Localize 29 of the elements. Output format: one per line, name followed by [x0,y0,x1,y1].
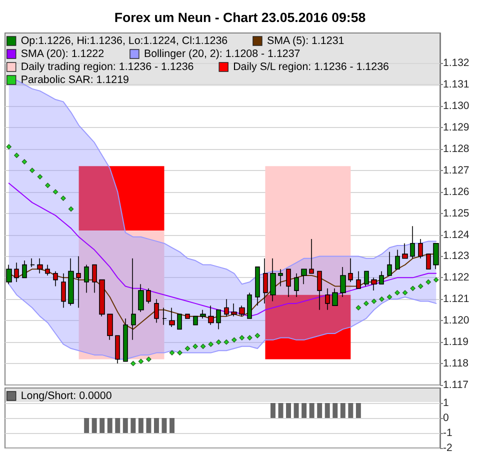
y-tick-label: 1.128 [443,142,470,155]
legend-label: Bollinger (20, 2): 1.1208 - 1.1237 [144,48,300,60]
y-tick-label: 1.122 [443,272,470,284]
legend-label: Daily S/L region: 1.1236 - 1.1236 [233,61,390,73]
chart-title: Forex um Neun - Chart 23.05.2016 09:58 [114,10,366,25]
y-tick-label: 1.130 [443,100,470,112]
y-tick-label: 1.121 [443,293,470,306]
y-tick-label: 1.131 [443,78,470,91]
y-tick-label: 1.132 [443,57,470,70]
y-tick-label: 1.117 [443,379,469,391]
y-tick-label: 1.124 [443,228,470,241]
y-tick-label: 1 [443,397,449,409]
legend-label: Op:1.1226, Hi:1.1236, Lo:1.1224, Cl:1.1236 [20,35,228,47]
y-tick-label: 1.126 [443,186,470,198]
y-tick-label: 1.125 [443,207,470,220]
legend-label: SMA (5): 1.1231 [266,35,344,47]
y-tick-label: 1.119 [443,336,469,348]
y-tick-label: 1.127 [443,164,470,176]
legend-label: Daily trading region: 1.1236 - 1.1236 [20,61,194,73]
legend-label: SMA (20): 1.1222 [20,48,104,60]
y-tick-label: 1.129 [443,121,470,134]
legend-label: Long/Short: 0.0000 [20,390,112,402]
y-tick-label: -1 [443,427,452,439]
y-tick-label: -2 [443,442,452,454]
y-tick-label: 1.123 [443,250,470,262]
y-tick-label: 1.120 [443,314,470,327]
legend-label: Parabolic SAR: 1.1219 [20,74,130,86]
y-tick-label: 1.118 [443,358,469,370]
y-tick-label: 0 [443,412,449,424]
